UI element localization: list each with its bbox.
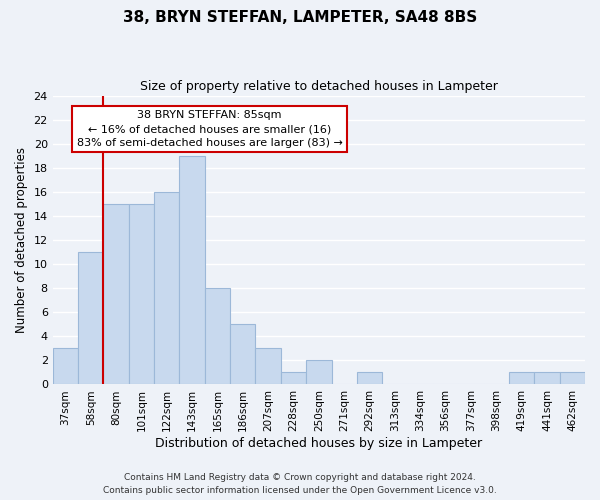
Text: 38 BRYN STEFFAN: 85sqm
← 16% of detached houses are smaller (16)
83% of semi-det: 38 BRYN STEFFAN: 85sqm ← 16% of detached… <box>77 110 343 148</box>
Bar <box>103 204 129 384</box>
Text: Contains HM Land Registry data © Crown copyright and database right 2024.
Contai: Contains HM Land Registry data © Crown c… <box>103 474 497 495</box>
X-axis label: Distribution of detached houses by size in Lampeter: Distribution of detached houses by size … <box>155 437 482 450</box>
Bar <box>78 252 103 384</box>
Bar <box>281 372 306 384</box>
Bar <box>535 372 560 384</box>
Bar <box>560 372 585 384</box>
Bar <box>53 348 78 384</box>
Bar <box>129 204 154 384</box>
Bar <box>154 192 179 384</box>
Bar <box>509 372 535 384</box>
Bar <box>306 360 332 384</box>
Y-axis label: Number of detached properties: Number of detached properties <box>15 147 28 333</box>
Bar <box>256 348 281 384</box>
Bar <box>179 156 205 384</box>
Text: 38, BRYN STEFFAN, LAMPETER, SA48 8BS: 38, BRYN STEFFAN, LAMPETER, SA48 8BS <box>123 10 477 25</box>
Bar <box>230 324 256 384</box>
Bar <box>205 288 230 384</box>
Title: Size of property relative to detached houses in Lampeter: Size of property relative to detached ho… <box>140 80 498 93</box>
Bar <box>357 372 382 384</box>
